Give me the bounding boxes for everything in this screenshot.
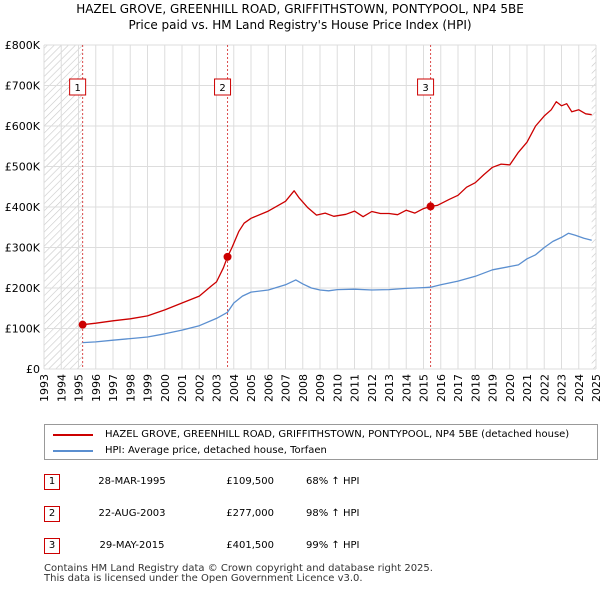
x-tick-label: 2024	[573, 374, 586, 402]
y-tick-label: £100K	[5, 323, 41, 336]
y-tick-label: £800K	[5, 39, 41, 52]
sale-date: 29-MAY-2015	[99, 540, 165, 551]
x-tick-label: 2022	[538, 374, 551, 402]
x-tick-label: 2003	[211, 374, 224, 402]
axis-labels: £0 £100K £200K £300K £400K £500K £600K £700K £80…	[5, 39, 600, 402]
sale-number-badge: 1	[44, 474, 60, 490]
x-tick-label: 2002	[193, 374, 206, 402]
sale-point	[426, 202, 435, 211]
x-tick-label: 2018	[469, 374, 482, 402]
x-tick-label: 2011	[349, 374, 362, 402]
y-tick-label: £700K	[5, 80, 41, 93]
x-tick-label: 2015	[418, 374, 431, 402]
x-tick-label: 1998	[124, 374, 137, 402]
sale-number-badge: 3	[44, 538, 60, 554]
sale-label-number: 3	[422, 83, 428, 94]
x-tick-label: 2006	[262, 374, 275, 402]
x-tick-label: 1993	[38, 374, 51, 402]
sale-hpi-change: 68% ↑ HPI	[306, 476, 360, 487]
sale-label-number: 2	[219, 83, 225, 94]
x-tick-label: 2016	[435, 374, 448, 402]
sale-number-badge: 2	[44, 506, 60, 522]
x-tick-label: 2009	[314, 374, 327, 402]
y-tick-label: £300K	[5, 242, 41, 255]
sale-point	[78, 320, 87, 329]
y-tick-label: £400K	[5, 201, 41, 214]
property-price-line	[82, 101, 592, 326]
sale-point	[223, 252, 232, 261]
y-tick-label: £600K	[5, 120, 41, 133]
sale-price: £109,500	[226, 476, 274, 487]
series-lines	[82, 101, 592, 344]
sale-label-box	[214, 78, 232, 96]
x-tick-label: 2017	[452, 374, 465, 402]
x-tick-label: 1994	[55, 374, 68, 402]
hpi-line	[82, 232, 592, 344]
x-tick-label: 2004	[228, 374, 241, 402]
x-tick-label: 2019	[487, 374, 500, 402]
legend-swatch-property	[53, 434, 93, 436]
x-tick-label: 2025	[590, 374, 600, 402]
x-tick-label: 1997	[107, 374, 120, 402]
x-tick-label: 2008	[297, 374, 310, 402]
x-tick-label: 1996	[90, 374, 103, 402]
x-tick-label: 2005	[245, 374, 258, 402]
sale-label-box	[417, 78, 435, 96]
x-tick-label: 2020	[504, 374, 517, 402]
legend-label-hpi: HPI: Average price, detached house, Torf…	[105, 445, 327, 456]
x-tick-label: 2010	[331, 374, 344, 402]
sale-date: 28-MAR-1995	[98, 476, 166, 487]
y-tick-label: £0	[26, 363, 40, 376]
sale-label-number: 1	[74, 83, 80, 94]
price-chart: 1 2 3 £0 £100K £200K £300K £400K £500K £600K £700…	[5, 39, 600, 402]
footer-licence: This data is licensed under the Open Gov…	[44, 573, 363, 584]
sale-hpi-change: 98% ↑ HPI	[306, 508, 360, 519]
x-tick-label: 2007	[280, 374, 293, 402]
x-tick-label: 2014	[400, 374, 413, 402]
legend-label-property: HAZEL GROVE, GREENHILL ROAD, GRIFFITHSTO…	[105, 429, 570, 440]
sale-points	[78, 202, 435, 329]
y-tick-label: £200K	[5, 282, 41, 295]
chart-subtitle: Price paid vs. HM Land Registry's House …	[128, 18, 472, 32]
sale-hpi-change: 99% ↑ HPI	[306, 540, 360, 551]
y-tick-label: £500K	[5, 161, 41, 174]
chart-title-address: HAZEL GROVE, GREENHILL ROAD, GRIFFITHSTO…	[76, 2, 524, 16]
sale-price: £277,000	[226, 508, 274, 519]
sale-date: 22-AUG-2003	[98, 508, 166, 519]
x-tick-label: 1995	[73, 374, 86, 402]
sale-label-box	[69, 78, 87, 96]
sale-number-labels: 1 2 3	[69, 78, 435, 96]
sale-price: £401,500	[226, 540, 274, 551]
grid-lines	[43, 44, 597, 370]
x-tick-label: 1999	[142, 374, 155, 402]
legend-swatch-hpi	[53, 450, 93, 452]
x-tick-label: 2021	[521, 374, 534, 402]
x-tick-label: 2023	[556, 374, 569, 402]
x-tick-label: 2013	[383, 374, 396, 402]
chart-legend: HAZEL GROVE, GREENHILL ROAD, GRIFFITHSTO…	[44, 424, 598, 460]
footer-copyright: Contains HM Land Registry data © Crown c…	[44, 563, 433, 574]
x-tick-label: 2012	[366, 374, 379, 402]
x-tick-label: 2000	[159, 374, 172, 402]
x-tick-label: 2001	[176, 374, 189, 402]
